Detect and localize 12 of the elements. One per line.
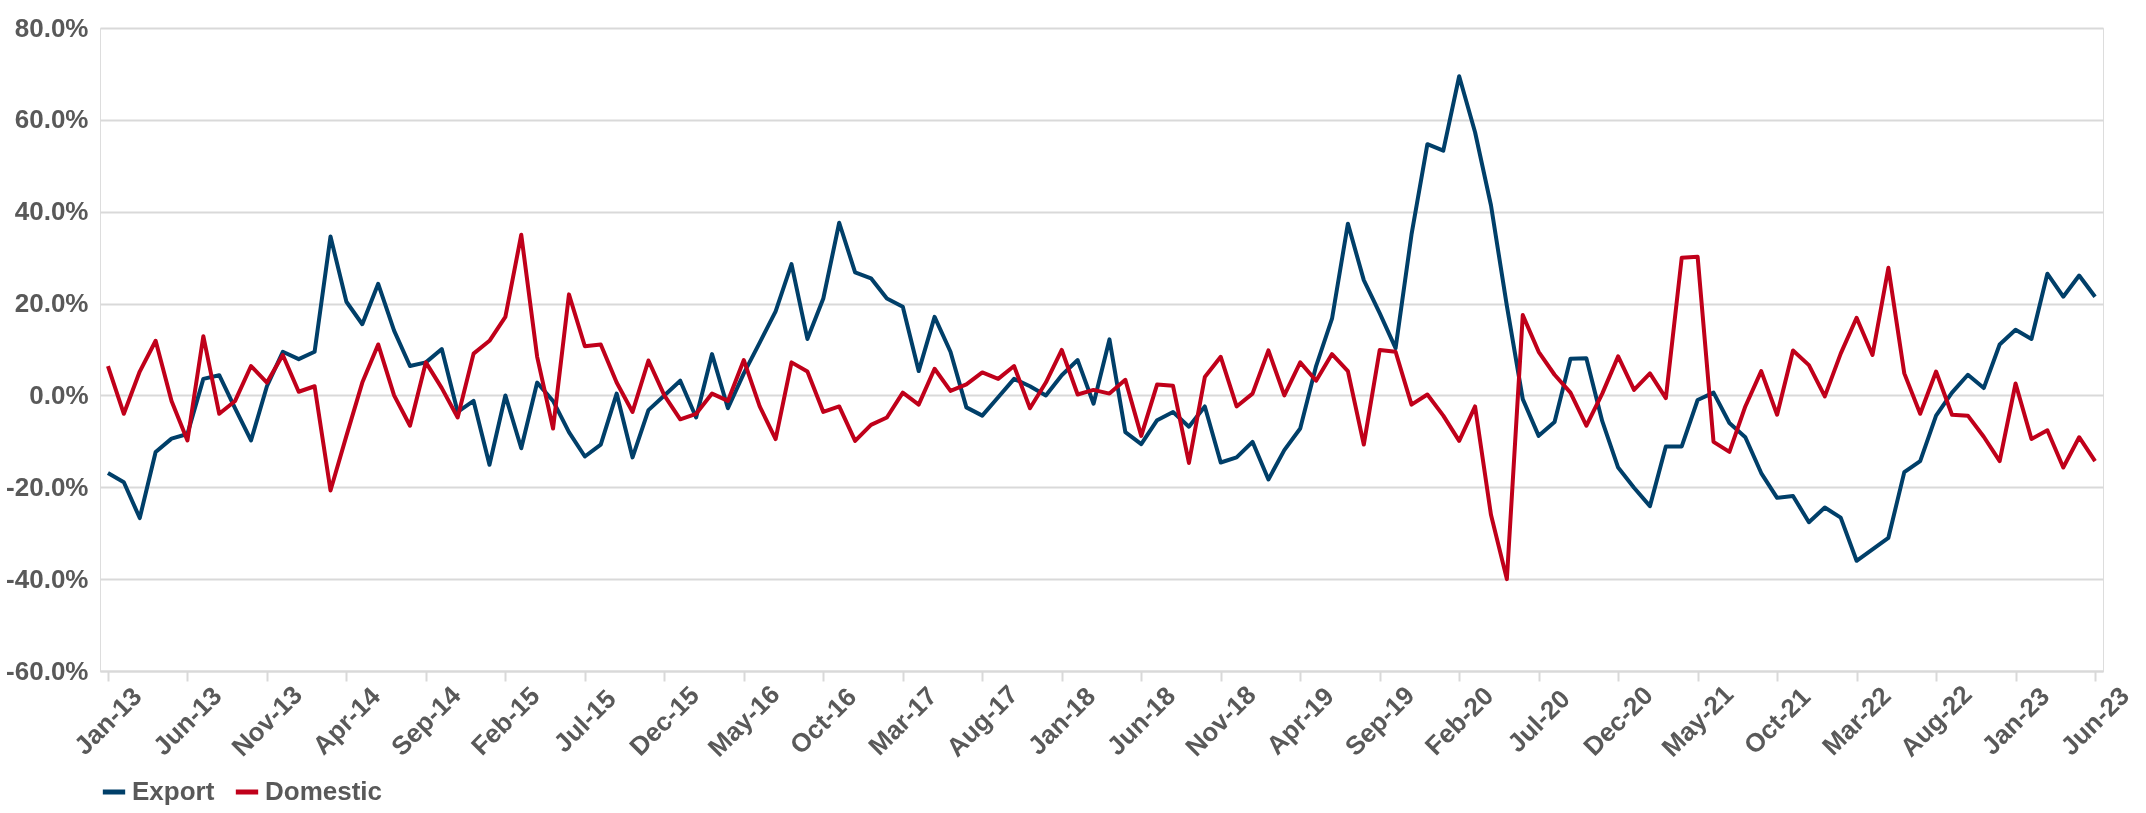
legend-label: Domestic — [265, 776, 383, 806]
y-tick-label: 80.0% — [14, 12, 89, 43]
y-tick-label: 40.0% — [14, 196, 89, 227]
y-tick-label: -40.0% — [6, 563, 89, 594]
y-tick-label: 60.0% — [14, 104, 89, 135]
y-tick-label: -20.0% — [6, 471, 89, 502]
line-series — [105, 232, 2098, 582]
y-tick-label: 0.0% — [29, 379, 89, 410]
y-tick-label: -60.0% — [6, 655, 89, 686]
legend-label: Export — [132, 776, 215, 806]
y-tick-label: 20.0% — [14, 288, 89, 319]
line-series — [105, 74, 2098, 563]
